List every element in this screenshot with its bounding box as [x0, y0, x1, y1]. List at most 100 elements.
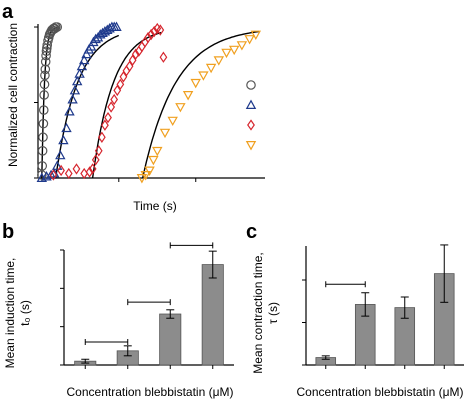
- panel-a-point-2: [150, 25, 159, 38]
- panel-a-point-1: [71, 75, 83, 86]
- panel-b-bar: [159, 313, 182, 366]
- panel-a-ylabel: Normalized cell contraction: [6, 23, 20, 167]
- panel-a-point-2: [88, 163, 97, 175]
- panel-b-ylabel-line1: Mean induction time,: [3, 258, 17, 369]
- panel-c-plot: [302, 244, 464, 369]
- panel-a-point-1: [102, 24, 113, 35]
- panel-a-point-2: [104, 111, 112, 124]
- panel-a-point-0: [37, 170, 47, 180]
- panel-a-point-1: [61, 122, 72, 133]
- panel-a-point-2: [131, 48, 140, 60]
- panel-a-point-2: [125, 60, 134, 72]
- panel-b-bar: [201, 264, 224, 366]
- panel-a-point-1: [99, 26, 111, 36]
- panel-a-point-2: [110, 93, 119, 106]
- panel-a-point-0: [41, 50, 51, 61]
- panel-a-point-2: [101, 119, 109, 131]
- panel-c-letter: c: [246, 221, 257, 243]
- panel-a-point-0: [42, 40, 53, 50]
- panel-a-point-1: [58, 134, 69, 145]
- panel-a-point-3: [152, 146, 163, 157]
- panel-a-point-1: [81, 48, 92, 59]
- panel-b-letter: b: [2, 221, 14, 243]
- legend-marker-3: [245, 141, 257, 151]
- panel-a-point-1: [69, 84, 81, 95]
- legend-marker-0: [246, 80, 256, 90]
- panel-a-point-0: [40, 56, 51, 67]
- panel-a-point-3: [167, 116, 178, 127]
- panel-a-point-3: [250, 30, 262, 41]
- panel-a-letter: a: [2, 1, 14, 23]
- panel-a-point-2: [159, 51, 168, 63]
- panel-a-point-3: [205, 63, 217, 74]
- panel-a-point-3: [221, 48, 232, 59]
- panel-a-point-2: [144, 31, 152, 44]
- panel-a-point-0: [42, 43, 52, 53]
- panel-a-point-2: [64, 167, 73, 180]
- panel-a-point-2: [116, 78, 125, 91]
- panel-a-point-3: [140, 171, 151, 181]
- panel-a-point-0: [37, 146, 48, 156]
- panel-a-point-1: [45, 169, 57, 179]
- panel-a-point-3: [182, 90, 194, 101]
- panel-b-xlabel: Concentration blebbistatin (μM): [67, 385, 234, 399]
- panel-a-point-1: [90, 33, 101, 44]
- legend-marker-2: [247, 119, 255, 131]
- panel-a-point-1: [64, 106, 75, 116]
- panel-a-point-2: [128, 54, 137, 66]
- panel-a-legend: [245, 80, 257, 151]
- panel-a-point-1: [51, 160, 63, 170]
- panel-a-point-1: [78, 54, 90, 65]
- panel-a-xlabel: Time (s): [133, 199, 177, 213]
- panel-a-point-1: [97, 27, 108, 38]
- panel-a-point-2: [97, 131, 106, 143]
- panel-a-point-0: [40, 70, 50, 81]
- panel-a-point-2: [72, 163, 81, 175]
- panel-a-point-0: [38, 105, 49, 115]
- panel-a-point-0: [39, 79, 50, 90]
- panel-a-point-0: [37, 161, 48, 171]
- panel-a-plot: [34, 21, 265, 184]
- panel-a-point-1: [85, 41, 97, 51]
- panel-a-point-3: [148, 155, 159, 166]
- panel-a-point-2: [57, 164, 65, 177]
- panel-a-point-3: [236, 41, 248, 51]
- panel-a-point-0: [40, 64, 51, 75]
- legend-marker-1: [245, 99, 257, 110]
- panel-a-point-2: [80, 167, 89, 180]
- panel-a-point-1: [55, 149, 66, 160]
- panel-a-point-3: [136, 174, 148, 184]
- panel-a-point-3: [175, 103, 186, 113]
- panel-a-point-2: [119, 71, 128, 83]
- panel-a-point-2: [107, 101, 116, 113]
- panel-a-point-3: [213, 56, 225, 66]
- panel-b-ylabel-line2: t₀ (s): [18, 300, 32, 326]
- panel-a-point-3: [144, 166, 155, 176]
- panel-a-point-1: [67, 94, 78, 104]
- panel-a-point-1: [76, 60, 88, 71]
- panel-a-point-2: [91, 154, 100, 166]
- panel-a-point-1: [95, 29, 106, 39]
- panel-a-point-1: [74, 68, 85, 78]
- panel-a-point-2: [156, 24, 165, 36]
- panel-a-point-2: [94, 145, 103, 157]
- panel-a-point-2: [85, 166, 94, 178]
- panel-a-point-0: [52, 22, 63, 32]
- panel-a-point-2: [113, 84, 122, 97]
- panel-a-point-3: [228, 45, 240, 56]
- panel-a-point-3: [198, 71, 209, 81]
- panel-c-ylabel-line2: τ (s): [266, 302, 280, 324]
- panel-a-fit-line-1: [55, 34, 120, 179]
- panel-b-plot: [60, 242, 234, 369]
- panel-a-point-0: [41, 46, 52, 56]
- panel-a-point-3: [244, 35, 255, 45]
- panel-a-point-3: [159, 128, 171, 139]
- panel-a-point-2: [147, 28, 156, 41]
- panel-a-point-0: [39, 90, 49, 100]
- panel-a-fit-line-3: [142, 30, 259, 179]
- panel-a-point-1: [111, 21, 122, 31]
- panel-c-xlabel: Concentration blebbistatin (μM): [297, 385, 464, 399]
- panel-a-point-0: [38, 118, 49, 129]
- panel-a-point-2: [49, 169, 58, 181]
